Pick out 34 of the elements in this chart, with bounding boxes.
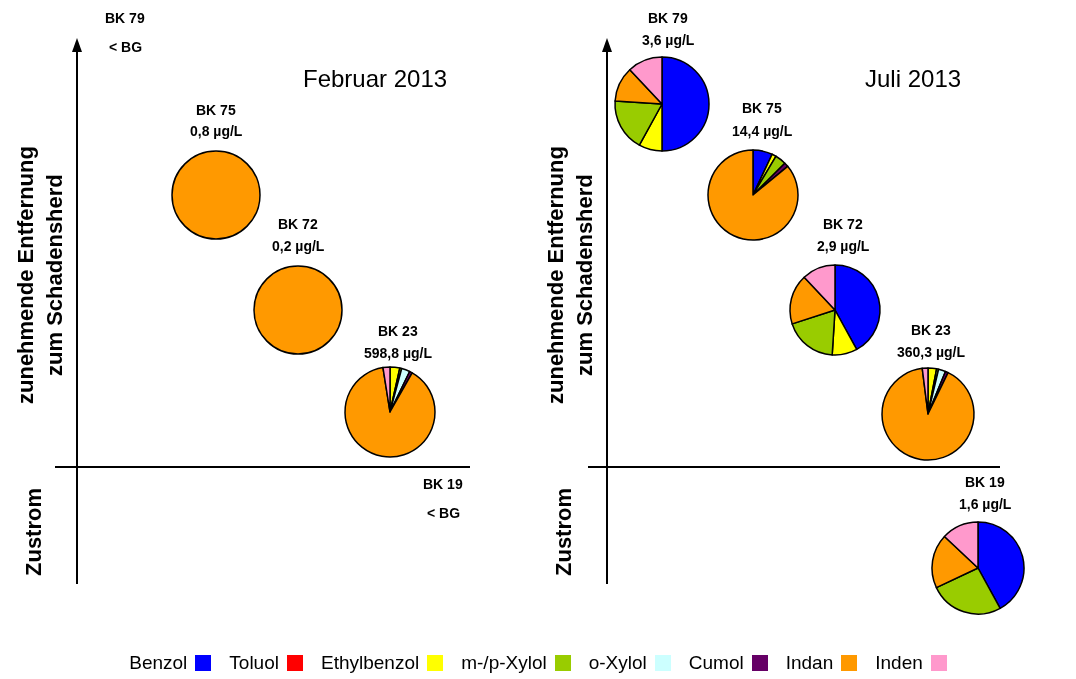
text: zunehmende Entfernung zum Schadensherd bbox=[13, 146, 67, 404]
text: BK 19 bbox=[423, 476, 463, 492]
chart-title: BK 75 bbox=[742, 100, 782, 116]
chart-subtitle: 1,6 µg/L bbox=[959, 496, 1012, 512]
chart-subtitle: 2,9 µg/L bbox=[817, 238, 870, 254]
category-label: Indan bbox=[785, 652, 834, 674]
text: Zustrom bbox=[551, 488, 576, 576]
chart-subtitle: 360,3 µg/L bbox=[897, 344, 966, 360]
text: < BG bbox=[109, 39, 143, 55]
chart-subtitle: 0,8 µg/L bbox=[190, 123, 243, 139]
category-label: o-Xylol bbox=[588, 652, 647, 674]
chart-title: BK 19 bbox=[965, 474, 1005, 490]
text: Februar 2013 bbox=[303, 65, 448, 92]
text: Zustrom bbox=[21, 488, 46, 576]
category-label: Benzol bbox=[129, 652, 188, 674]
chart-title: BK 72 bbox=[823, 216, 863, 232]
text: zunehmende Entfernung zum Schadensherd bbox=[543, 146, 597, 404]
category-label: Toluol bbox=[229, 652, 279, 674]
chart-title: BK 72 bbox=[278, 216, 318, 232]
chart-title: BK 23 bbox=[911, 322, 951, 338]
text: Juli 2013 bbox=[865, 65, 962, 92]
chart-subtitle: 0,2 µg/L bbox=[272, 238, 325, 254]
category-label: Inden bbox=[875, 652, 923, 674]
chart-subtitle: 3,6 µg/L bbox=[642, 32, 695, 48]
chart-title: BK 79 bbox=[648, 10, 688, 26]
category-label: Cumol bbox=[688, 652, 744, 674]
category-label: m-/p-Xylol bbox=[461, 652, 547, 674]
chart-title: BK 23 bbox=[378, 323, 418, 339]
chart-subtitle: 598,8 µg/L bbox=[364, 345, 433, 361]
chart-title: BK 75 bbox=[196, 102, 236, 118]
category-label: Ethylbenzol bbox=[320, 652, 420, 674]
text: < BG bbox=[427, 505, 461, 521]
chart-subtitle: 14,4 µg/L bbox=[732, 123, 793, 139]
text: BK 79 bbox=[105, 10, 145, 26]
